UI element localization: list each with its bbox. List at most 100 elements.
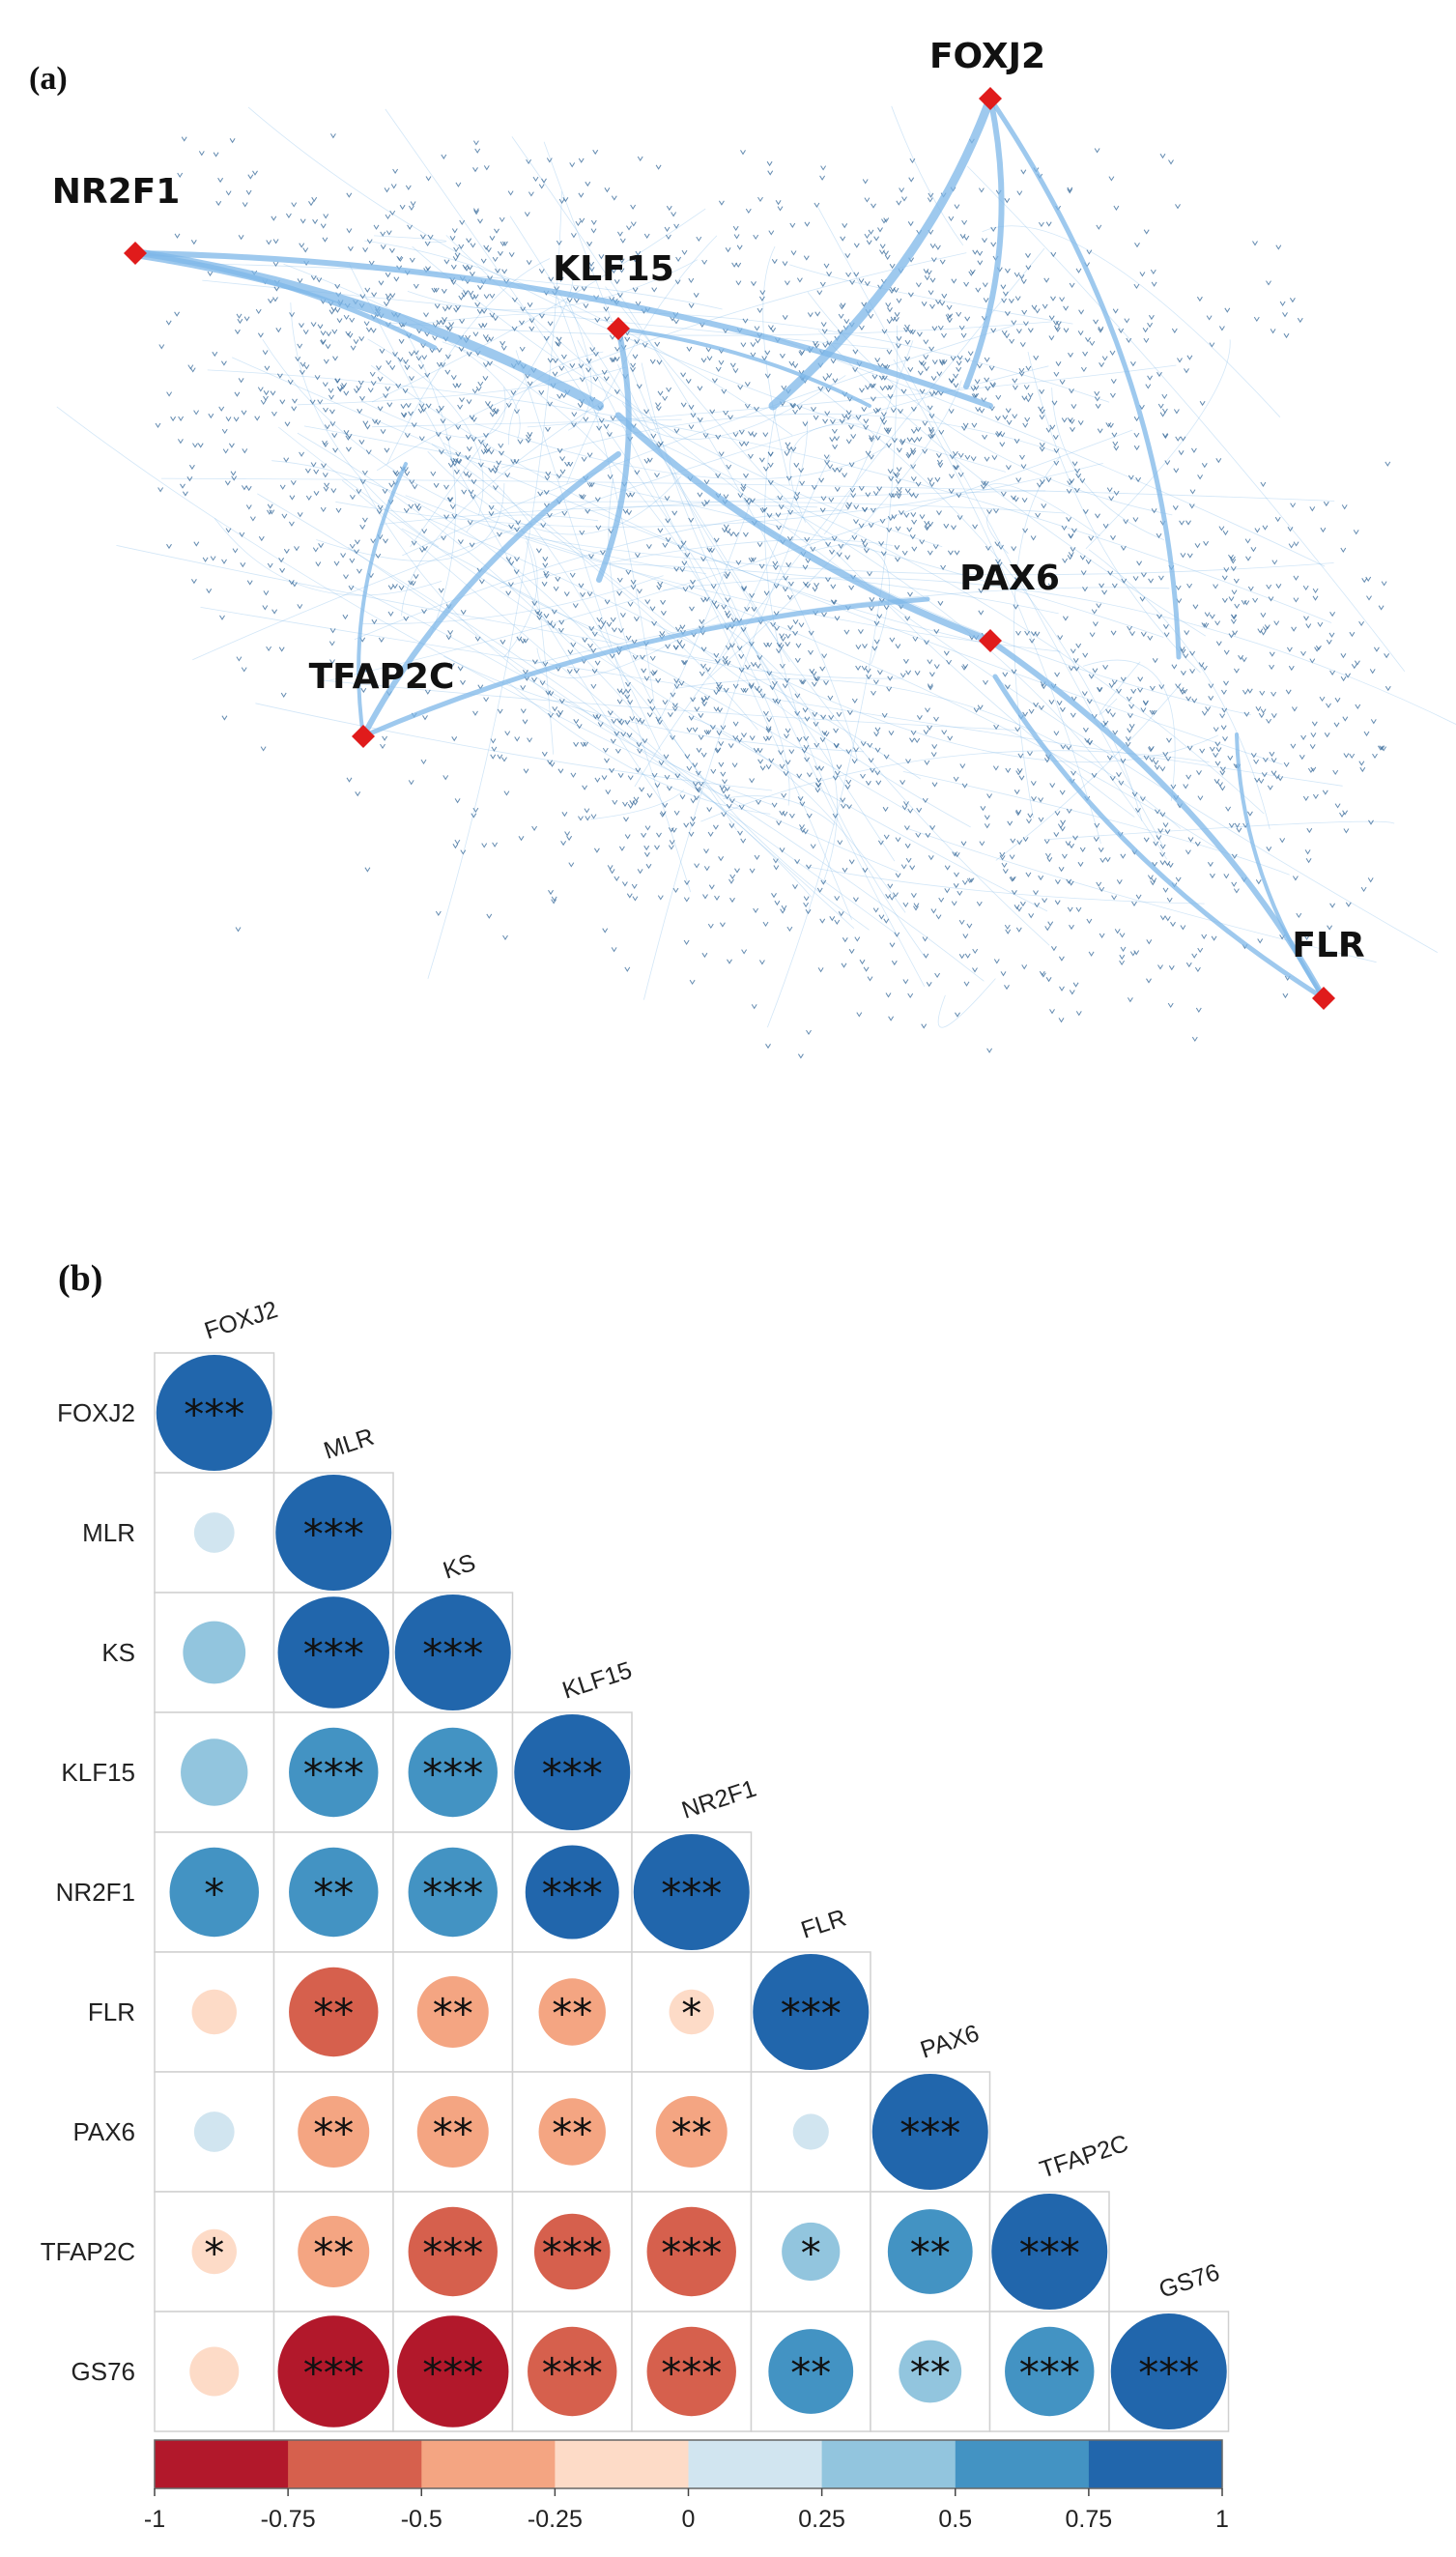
column-label: TFAP2C — [1037, 2130, 1132, 2184]
significance-stars: *** — [781, 1990, 842, 2037]
row-label: PAX6 — [72, 2117, 135, 2146]
significance-stars: *** — [542, 1870, 603, 1917]
column-label: FLR — [798, 1904, 850, 1943]
correlation-circle — [156, 1355, 272, 1471]
significance-stars: *** — [422, 1870, 483, 1917]
column-label: GS76 — [1156, 2258, 1222, 2303]
network-hubs: FOXJ2 NR2F1 KLF15 PAX6 TFAP2C FLR — [52, 37, 1365, 1010]
correlation-circle — [991, 2194, 1108, 2310]
significance-stars: *** — [661, 2349, 722, 2397]
significance-stars: ** — [313, 1870, 354, 1917]
cell-klf15-mlr: *** — [272, 1711, 394, 1833]
cell-pax6-ks: ** — [392, 2071, 514, 2193]
colorbar-tick-label: -1 — [144, 2506, 165, 2533]
colorbar-tick-label: 0.5 — [938, 2506, 972, 2533]
correlation-circle — [528, 2326, 617, 2417]
correlation-circle — [1110, 2313, 1227, 2429]
significance-stars: ** — [313, 2229, 354, 2277]
colorbar-segment — [555, 2440, 689, 2488]
hub-marker — [979, 629, 1002, 652]
cell-gs76-gs76: *** — [1108, 2311, 1230, 2432]
significance-stars: ** — [790, 2349, 831, 2397]
correlation-circle — [871, 2074, 988, 2190]
hub-label: FLR — [1292, 926, 1364, 965]
correlation-circle — [191, 1989, 237, 2035]
correlation-circle — [397, 2315, 509, 2428]
column-label: MLR — [321, 1423, 378, 1465]
row-label: KLF15 — [61, 1758, 135, 1787]
correlation-circle — [782, 2222, 841, 2282]
significance-stars: * — [204, 2229, 224, 2277]
cell-flr-foxj2 — [154, 1951, 275, 2073]
network-edges — [130, 94, 1327, 1001]
cell-gs76-tfap2c: *** — [988, 2311, 1110, 2432]
correlation-circle — [1005, 2326, 1095, 2417]
colorbar-tick-label: 0.75 — [1066, 2506, 1113, 2533]
correlation-circle — [289, 1847, 379, 1938]
significance-stars: *** — [303, 1510, 364, 1558]
correlation-circle — [298, 2216, 370, 2287]
cell-tfap2c-klf15: *** — [511, 2191, 633, 2313]
colorbar-tick-label: 1 — [1215, 2506, 1229, 2533]
correlation-grid: ********* ****** *** **** ** *** *** ***** ** ** *… — [154, 1352, 1230, 2432]
hub-label: NR2F1 — [52, 172, 181, 212]
cell-ks-ks: *** — [392, 1592, 514, 1713]
correlation-circle — [298, 2096, 370, 2168]
correlation-circle — [289, 1727, 379, 1818]
significance-stars: * — [681, 1990, 701, 2037]
significance-stars: ** — [552, 2110, 592, 2157]
column-label: KLF15 — [559, 1656, 636, 1704]
correlation-circle — [189, 2346, 240, 2397]
significance-stars: *** — [303, 1630, 364, 1678]
significance-stars: *** — [1019, 2229, 1080, 2277]
cell-mlr-mlr: *** — [272, 1472, 394, 1594]
hub-label: FOXJ2 — [929, 37, 1045, 76]
correlation-circle — [633, 1834, 750, 1950]
correlation-circle — [275, 1475, 392, 1591]
significance-stars: *** — [422, 1750, 483, 1797]
cell-gs76-pax6: ** — [870, 2311, 991, 2432]
column-label: PAX6 — [917, 2020, 983, 2064]
correlation-circle — [416, 2096, 489, 2168]
significance-stars: *** — [542, 2229, 603, 2277]
correlation-circle — [768, 2329, 854, 2414]
hub-flr: FLR — [1292, 926, 1365, 1010]
cell-mlr-foxj2 — [154, 1472, 275, 1594]
significance-stars: *** — [422, 2229, 483, 2277]
colorbar-segment — [955, 2440, 1090, 2488]
correlation-circle — [289, 1967, 379, 2057]
cell-flr-nr2f1: * — [631, 1951, 753, 2073]
significance-stars: *** — [542, 2349, 603, 2397]
column-label: KS — [440, 1549, 478, 1585]
hub-marker — [1312, 987, 1335, 1010]
hub-label: KLF15 — [553, 249, 674, 289]
panel-b-correlogram: (b) ********* ****** *** **** ** *** *** ***** *… — [41, 1258, 1230, 2533]
cell-tfap2c-pax6: ** — [870, 2191, 991, 2313]
correlation-circle — [169, 1847, 259, 1938]
correlation-circle — [191, 2228, 237, 2275]
significance-stars: *** — [422, 1630, 483, 1678]
correlation-circle — [669, 1989, 714, 2035]
correlation-circle — [394, 1595, 511, 1710]
significance-stars: *** — [422, 2349, 483, 2397]
colorbar-segment — [688, 2440, 823, 2488]
cell-gs76-mlr: *** — [272, 2311, 394, 2432]
cell-tfap2c-tfap2c: *** — [988, 2191, 1110, 2313]
correlation-circle — [181, 1738, 248, 1806]
correlation-circle — [646, 2206, 736, 2297]
correlation-circle — [183, 1621, 246, 1684]
cell-tfap2c-flr: * — [750, 2191, 871, 2313]
significance-stars: *** — [1138, 2349, 1199, 2397]
correlation-circle — [899, 2340, 962, 2403]
colorbar-tick-label: 0 — [682, 2506, 696, 2533]
hub-marker — [124, 242, 147, 265]
correlation-circle — [887, 2209, 973, 2294]
column-label: FOXJ2 — [201, 1296, 281, 1345]
row-label: KS — [101, 1638, 135, 1667]
significance-stars: ** — [552, 1990, 592, 2037]
correlation-circle — [514, 1714, 631, 1830]
significance-stars: ** — [910, 2229, 951, 2277]
cell-klf15-ks: *** — [392, 1711, 514, 1833]
cell-pax6-foxj2 — [154, 2071, 275, 2193]
